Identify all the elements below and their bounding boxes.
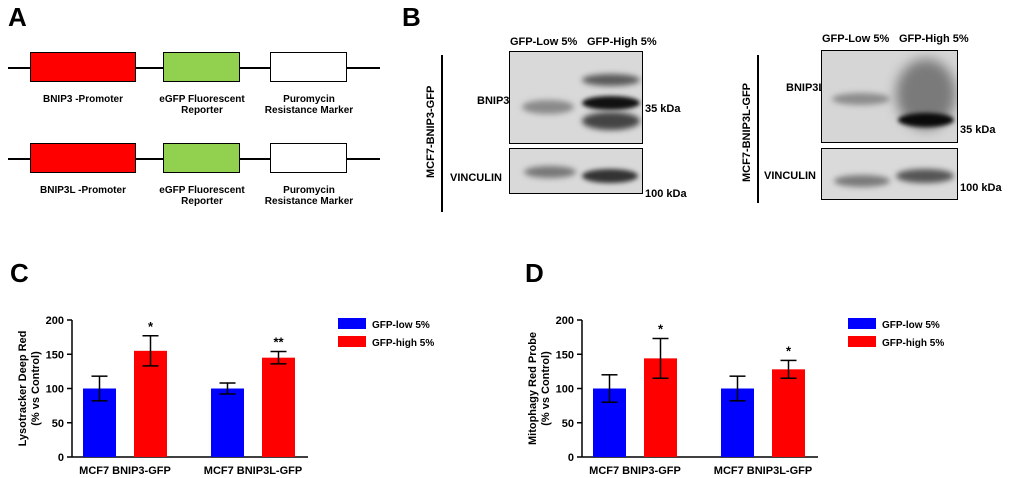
blot-2-cell-line: MCF7-BNIP3L-GFP (741, 83, 753, 182)
chart-c: 0 50 100 150 200 Lysotracker Deep Red(% vs Co… (17, 315, 434, 477)
chart-c-y-tick-label-4: 200 (46, 315, 64, 327)
blot-1-low-band (522, 100, 574, 114)
chart-d-y-tick-label-1: 50 (562, 418, 574, 430)
bnip3-promoter-box (30, 52, 136, 82)
blot-1-vinculin-high-band (582, 169, 638, 183)
puromycin-marker-box-2 (270, 143, 347, 173)
chart-c-x-tick-label-0: MCF7 BNIP3-GFP (79, 465, 171, 477)
chart-c-legend-swatch-0 (338, 318, 366, 329)
blot-1-col-high: GFP-High 5% (587, 36, 657, 48)
chart-d-legend-swatch-0 (848, 318, 876, 329)
chart-c-bar-1-0 (211, 388, 244, 457)
blot-1-vinculin-low-band (524, 166, 576, 178)
blot-2-high-main-band (898, 113, 954, 127)
blot-1-vinculin-membrane (509, 148, 643, 194)
blot-2-bnip3l-membrane (821, 50, 958, 143)
chart-d-legend-label-1: GFP-high 5% (882, 338, 944, 349)
panel-label-c: C (10, 258, 29, 288)
blot-2-bracket (757, 55, 759, 203)
blot-1-col-low: GFP-Low 5% (510, 36, 578, 48)
blot-2-mw-100: 100 kDa (960, 182, 1002, 194)
blot-2-col-low: GFP-Low 5% (822, 33, 890, 45)
chart-c-legend-swatch-1 (338, 336, 366, 347)
chart-c-y-tick-label-0: 0 (58, 452, 64, 464)
construct-2-marker-label: Puromycin Resistance Marker (264, 185, 354, 207)
blot-1-high-upper-band (582, 74, 640, 86)
blot-2-loading-label: VINCULIN (764, 170, 816, 182)
chart-c-significance-1-1: ** (273, 335, 284, 350)
chart-d-y-label-line-0: Mitophagy Red Probe (527, 332, 539, 445)
chart-d-y-tick-label-3: 150 (556, 349, 574, 361)
blot-2-vinculin-high-band (896, 169, 954, 183)
blot-2-col-high: GFP-High 5% (899, 33, 969, 45)
chart-d: 0 50 100 150 200 Mitophagy Red Probe(% vs Con… (527, 315, 944, 477)
egfp-reporter-box-1 (163, 52, 240, 82)
chart-c-y-tick-label-1: 50 (52, 418, 64, 430)
chart-d-y-label: Mitophagy Red Probe(% vs Control) (527, 332, 552, 445)
chart-c-x-tick-label-1: MCF7 BNIP3L-GFP (204, 465, 302, 477)
panel-label-b: B (402, 2, 421, 32)
blot-2-mw-35: 35 kDa (960, 124, 996, 136)
construct-1-marker-label: Puromycin Resistance Marker (264, 94, 354, 116)
blot-1-protein-label: BNIP3 (477, 95, 510, 107)
chart-c-bar-1-1 (262, 357, 295, 457)
blot-1-loading-label: VINCULIN (450, 172, 502, 184)
chart-d-bar-1-1 (772, 369, 805, 457)
chart-d-y-label-line-1: (% vs Control) (540, 351, 552, 426)
chart-d-y-tick-label-0: 0 (568, 452, 574, 464)
blot-1-cell-line: MCF7-BNIP3-GFP (425, 85, 437, 178)
blot-1-mw-35: 35 kDa (645, 103, 681, 115)
panel-label-d: D (525, 258, 544, 288)
construct-1-promoter-label: BNIP3 -Promoter (42, 94, 123, 105)
blot-1-high-lower-band (582, 112, 640, 130)
blot-2-low-band (832, 93, 890, 105)
puromycin-marker-box-1 (270, 52, 347, 82)
blot-2-vinculin-low-band (834, 175, 890, 187)
blot-1-mw-100: 100 kDa (645, 188, 687, 200)
chart-d-significance-0-1: * (658, 321, 664, 336)
chart-d-legend-label-0: GFP-low 5% (882, 320, 940, 331)
chart-d-x-tick-label-1: MCF7 BNIP3L-GFP (714, 465, 812, 477)
chart-c-y-label-line-0: Lysotracker Deep Red (17, 331, 29, 447)
construct-2-promoter-label: BNIP3L -Promoter (40, 185, 126, 196)
chart-d-x-tick-label-0: MCF7 BNIP3-GFP (589, 465, 681, 477)
chart-d-y-tick-label-2: 100 (556, 384, 574, 396)
blot-1-bnip3-membrane (509, 51, 643, 144)
blot-2-vinculin-membrane (821, 148, 958, 200)
chart-c-significance-0-1: * (148, 319, 154, 334)
chart-d-y-tick-label-4: 200 (556, 315, 574, 327)
panel-label-a: A (8, 2, 27, 32)
chart-c-y-tick-label-3: 150 (46, 349, 64, 361)
chart-c-legend-label-0: GFP-low 5% (372, 320, 430, 331)
chart-d-legend-swatch-1 (848, 336, 876, 347)
bnip3l-promoter-box (30, 143, 136, 173)
blot-1-bracket (441, 55, 443, 212)
chart-c-bar-0-1 (134, 350, 167, 457)
chart-c-y-tick-label-2: 100 (46, 384, 64, 396)
blot-2-protein-label: BNIP3L (786, 82, 826, 94)
egfp-reporter-box-2 (163, 143, 240, 173)
chart-d-significance-1-1: * (786, 343, 792, 358)
chart-c-y-label-line-1: (% vs Control) (30, 351, 42, 426)
construct-1-reporter-label: eGFP Fluorescent Reporter (159, 94, 245, 116)
construct-2-reporter-label: eGFP Fluorescent Reporter (159, 185, 245, 207)
chart-c-legend-label-1: GFP-high 5% (372, 338, 434, 349)
blot-1-high-main-band (582, 96, 640, 110)
chart-c-y-label: Lysotracker Deep Red(% vs Control) (17, 331, 42, 447)
